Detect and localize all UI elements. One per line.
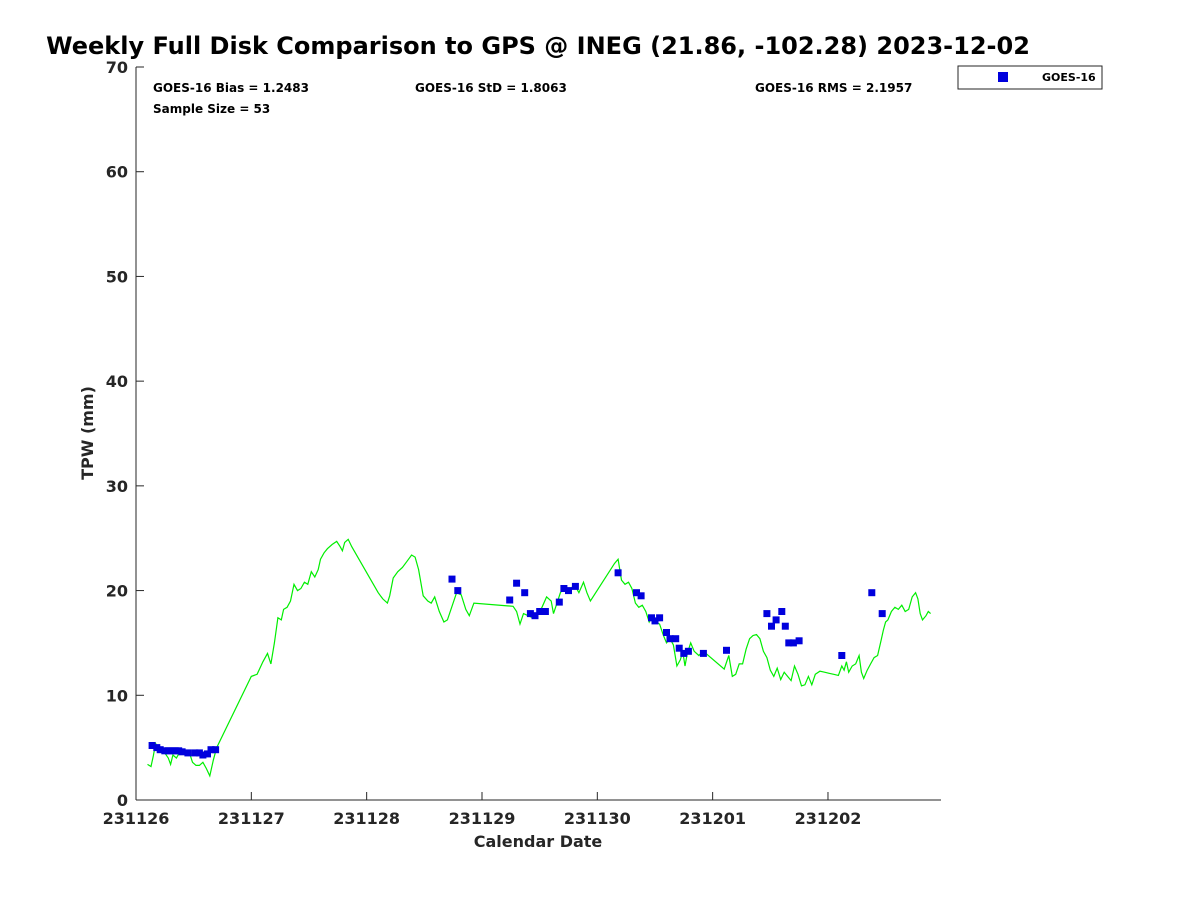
goes16-point: [699, 649, 707, 657]
goes16-point: [191, 749, 199, 757]
goes16-point: [199, 751, 207, 759]
goes16-point: [772, 616, 780, 624]
goes16-point: [521, 589, 529, 597]
goes16-point: [675, 644, 683, 652]
gps-series: [147, 538, 932, 778]
x-tick-label: 231202: [795, 809, 862, 828]
goes16-point: [868, 589, 876, 597]
bias-stat: GOES-16 Bias = 1.2483: [153, 81, 309, 95]
goes16-point: [571, 582, 579, 590]
goes16-point: [526, 610, 534, 618]
y-tick-label: 70: [106, 58, 128, 77]
goes16-point: [637, 592, 645, 600]
goes16-point: [531, 612, 539, 620]
goes16-point: [513, 579, 521, 587]
y-tick-label: 60: [106, 163, 128, 182]
goes16-point: [207, 746, 215, 754]
goes16-point: [633, 589, 640, 597]
x-tick-label: 231130: [564, 809, 631, 828]
goes16-point: [506, 596, 514, 604]
goes16-point: [768, 622, 775, 630]
sample-size-stat: Sample Size = 53: [153, 102, 270, 116]
goes16-point: [555, 598, 563, 606]
goes16-point: [878, 610, 886, 618]
goes16-point: [666, 635, 674, 643]
x-tick-label: 231128: [333, 809, 400, 828]
y-tick-label: 30: [106, 477, 128, 496]
y-tick-label: 10: [106, 686, 128, 705]
x-tick-label: 231127: [218, 809, 285, 828]
goes16-point: [614, 569, 622, 577]
goes16-point: [565, 587, 572, 595]
goes16-point: [781, 622, 789, 630]
goes16-point: [684, 647, 692, 655]
goes16-point: [795, 637, 803, 645]
x-axis-label: Calendar Date: [474, 832, 603, 851]
goes16-point: [212, 746, 220, 754]
goes16-point: [560, 585, 568, 592]
goes16-series: [148, 569, 886, 759]
goes16-point: [651, 617, 659, 625]
goes16-point: [448, 575, 456, 583]
plot-axes: 0 10 20 30 40 50 60 70 231126 231127 231128 231129 2…: [103, 58, 941, 828]
legend-box: [957, 65, 1103, 90]
y-tick-label: 0: [117, 791, 128, 810]
goes16-point: [763, 610, 771, 618]
chart-title: Weekly Full Disk Comparison to GPS @ INE…: [46, 32, 1030, 60]
goes16-point: [204, 750, 211, 758]
goes16-point: [454, 587, 462, 595]
goes16-point: [148, 742, 156, 749]
goes16-point: [178, 748, 186, 756]
y-tick-label: 40: [106, 372, 128, 391]
goes16-point: [541, 608, 549, 615]
goes16-point: [680, 649, 688, 657]
gps-line: [147, 538, 932, 778]
x-tick-label: 231129: [449, 809, 516, 828]
y-tick-label: 50: [106, 267, 128, 286]
goes16-point: [663, 629, 670, 636]
rms-stat: GOES-16 RMS = 2.1957: [755, 81, 912, 95]
y-axis-label: TPW (mm): [78, 386, 97, 480]
goes16-point: [184, 749, 192, 757]
x-tick-label: 231201: [679, 809, 746, 828]
x-tick-label: 231126: [103, 809, 170, 828]
legend: GOES-16: [957, 65, 1103, 90]
goes16-point: [838, 652, 846, 659]
goes16-point: [156, 746, 164, 754]
goes16-point: [723, 646, 730, 654]
legend-marker-goes16: [998, 72, 1008, 82]
goes16-point: [672, 635, 680, 643]
goes16-point: [778, 608, 786, 615]
goes16-point: [536, 608, 544, 615]
y-tick-label: 20: [106, 582, 128, 601]
goes16-point: [656, 614, 664, 622]
goes16-point: [789, 639, 797, 647]
legend-label-goes16: GOES-16: [1042, 71, 1096, 84]
goes16-point: [785, 639, 793, 647]
std-stat: GOES-16 StD = 1.8063: [415, 81, 567, 95]
